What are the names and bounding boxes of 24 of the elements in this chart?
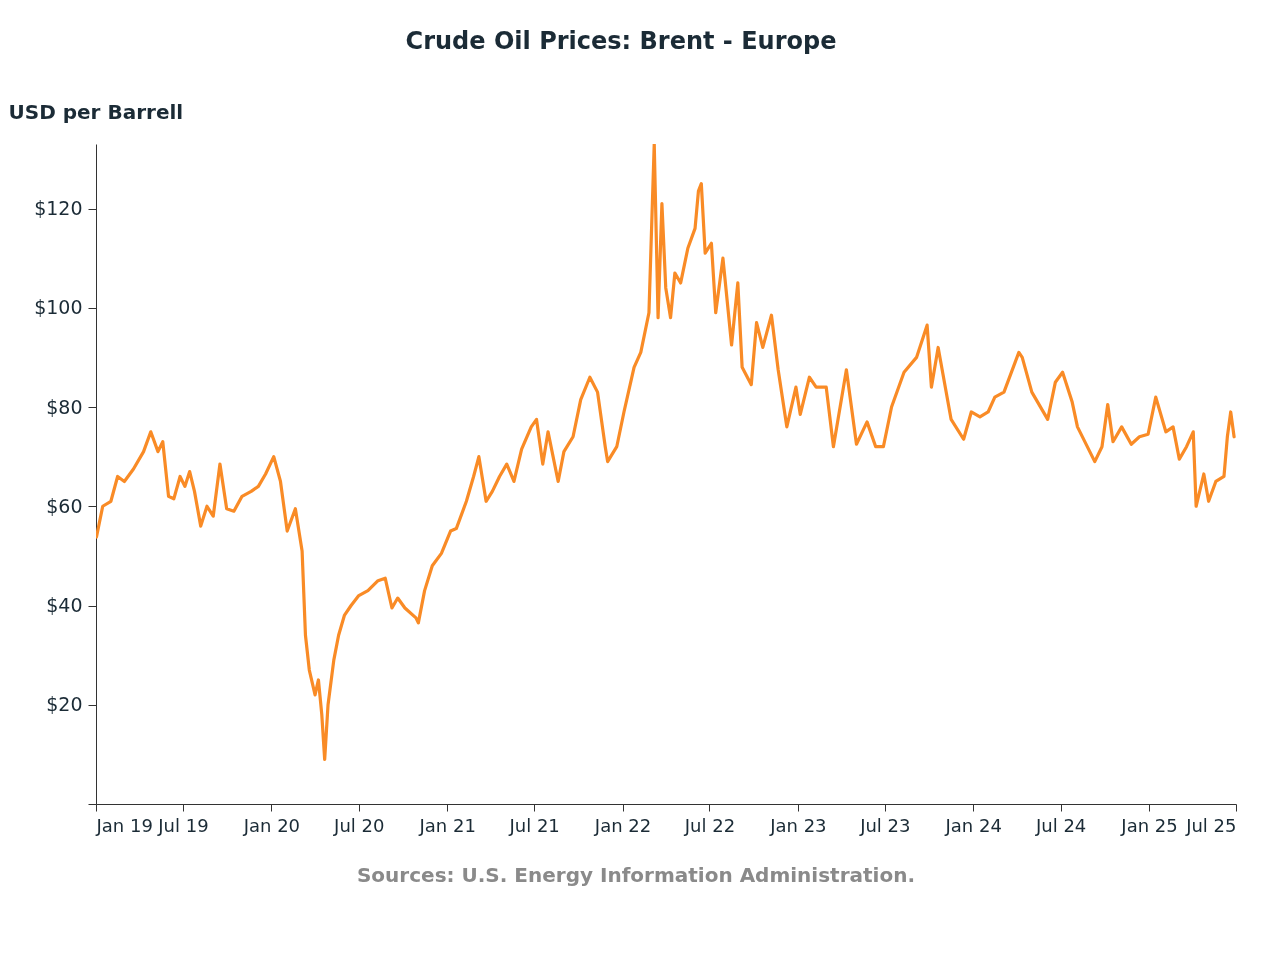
- x-tick-label: Jan 22: [593, 814, 652, 836]
- y-tick-label: $60: [46, 494, 83, 517]
- y-tick-label: $40: [46, 594, 83, 616]
- x-tick-label: Jan 20: [242, 814, 301, 836]
- x-tick-label: Jul 19: [157, 814, 209, 836]
- y-tick-label: $80: [46, 395, 83, 418]
- x-tick-label: Jul 24: [1034, 814, 1087, 836]
- x-tick-label: Jul 23: [859, 814, 911, 836]
- x-tick-label: Jan 19: [95, 814, 153, 836]
- x-tick-label: Jan 25: [1120, 814, 1178, 836]
- x-tick-label: Jan 21: [418, 814, 476, 836]
- x-tick-label: Jul 21: [508, 814, 560, 836]
- y-axis-title: USD per Barrell: [8, 99, 184, 124]
- line-series: [96, 144, 1236, 761]
- x-tick-label: Jan 24: [944, 814, 1002, 836]
- x-tick-label: Jul 22: [683, 814, 736, 836]
- y-tick-label: $120: [34, 197, 83, 220]
- y-tick-label: $100: [34, 296, 83, 319]
- chart-title: Crude Oil Prices: Brent - Europe: [405, 27, 837, 55]
- x-tick-label: Jul 20: [333, 814, 385, 836]
- x-tick-label: Jul 25: [1185, 814, 1237, 836]
- source-note: Sources: U.S. Energy Information Administration.: [356, 863, 916, 887]
- x-tick-label: Jan 23: [769, 814, 827, 836]
- y-tick-label: $20: [46, 693, 83, 716]
